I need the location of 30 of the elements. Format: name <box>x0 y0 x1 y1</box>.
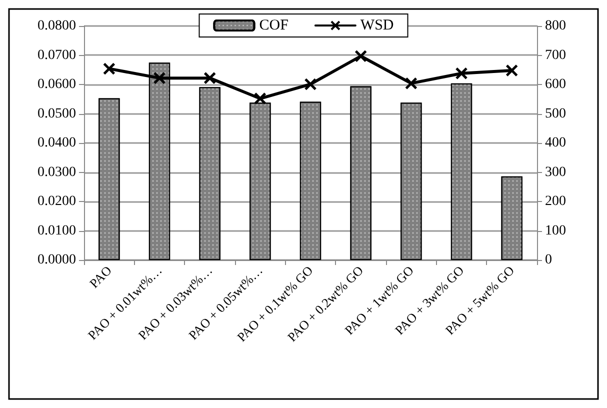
x-tick-label: PAO <box>86 262 114 291</box>
point <box>153 72 166 84</box>
y-tick-label: 0.0500 <box>38 106 76 122</box>
y-tick-label: 0.0000 <box>38 252 76 268</box>
y-tick-label: 0.0600 <box>38 77 76 92</box>
y-tick-label: 0.0400 <box>38 136 76 150</box>
point <box>304 78 317 90</box>
y2-tick-label: 200 <box>545 194 566 209</box>
y-tick-label: 0.0100 <box>38 223 76 238</box>
y-tick-label: 0.0800 <box>38 18 76 34</box>
legend-label: COF <box>259 18 288 34</box>
y2-tick-label: 300 <box>545 164 566 180</box>
y2-tick-label: 100 <box>545 223 566 238</box>
y2-tick-label: 800 <box>545 18 566 34</box>
y2-tick-label: 600 <box>545 77 566 92</box>
point <box>102 62 116 75</box>
y-tick-label: 0.0700 <box>38 48 76 63</box>
y2-tick-label: 400 <box>545 136 566 150</box>
y2-tick-label: 500 <box>545 106 566 122</box>
y2-tick-label: 0 <box>545 252 552 268</box>
point <box>354 50 368 62</box>
point <box>506 64 518 77</box>
point <box>254 92 266 105</box>
legend-label: WSD <box>360 18 394 34</box>
point <box>404 77 418 90</box>
y-tick-label: 0.0300 <box>38 164 76 180</box>
y2-tick-label: 700 <box>545 48 566 63</box>
point <box>455 67 468 80</box>
y-tick-label: 0.0200 <box>38 194 76 209</box>
point <box>204 72 216 84</box>
